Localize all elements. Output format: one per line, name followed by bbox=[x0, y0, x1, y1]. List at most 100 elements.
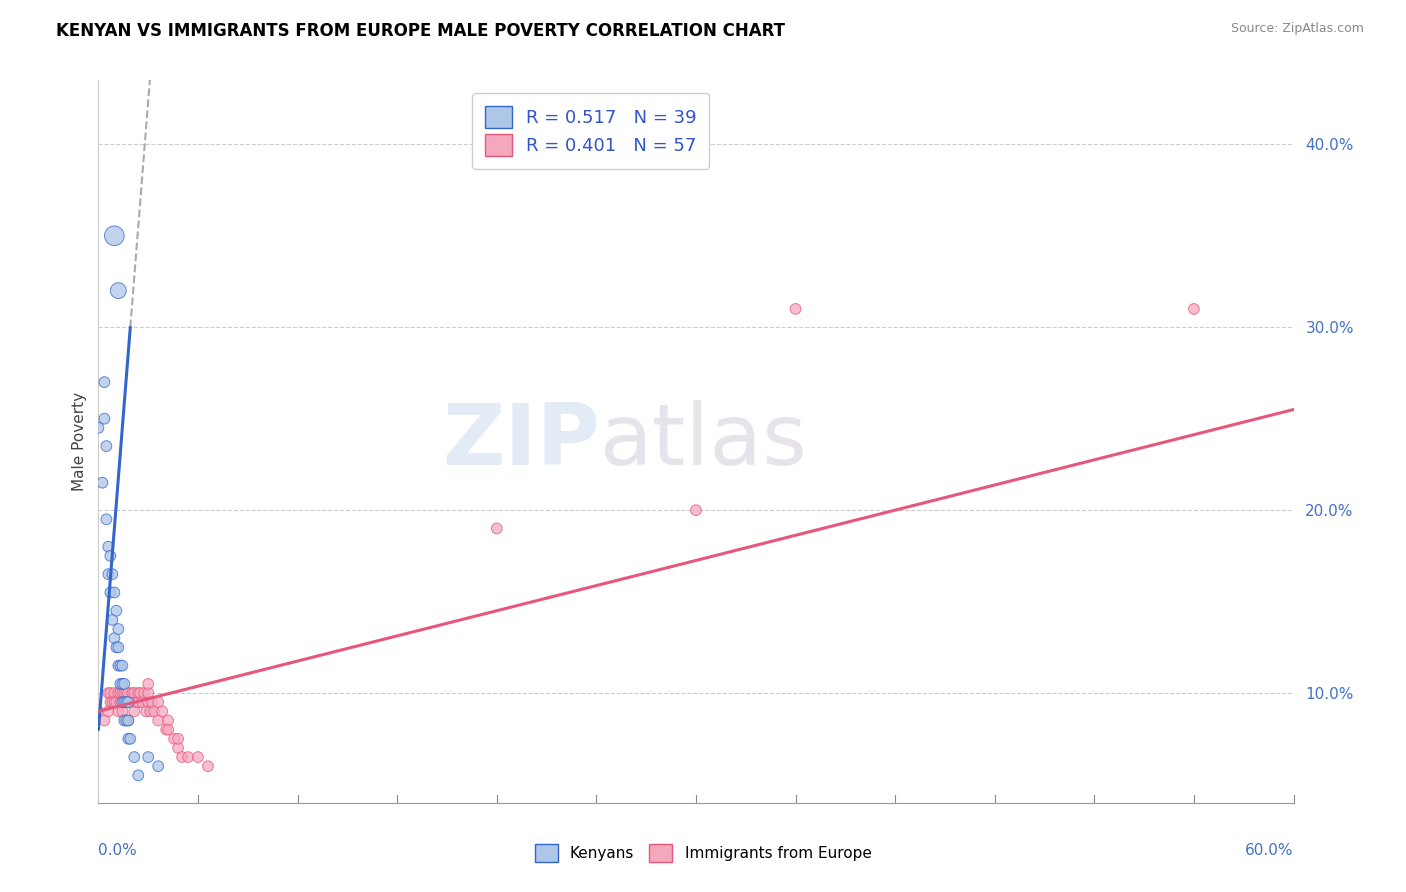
Point bbox=[103, 585, 125, 599]
Point bbox=[129, 686, 152, 700]
Point bbox=[110, 677, 132, 691]
Point bbox=[127, 768, 149, 782]
Point bbox=[101, 567, 124, 582]
Point bbox=[167, 740, 190, 755]
Point bbox=[111, 677, 134, 691]
Point bbox=[127, 686, 149, 700]
Point bbox=[125, 695, 148, 709]
Point bbox=[105, 640, 128, 655]
Point bbox=[97, 540, 120, 554]
Point bbox=[157, 714, 180, 728]
Point bbox=[112, 695, 135, 709]
Point bbox=[111, 704, 134, 718]
Point bbox=[111, 658, 134, 673]
Point bbox=[105, 604, 128, 618]
Legend: Kenyans, Immigrants from Europe: Kenyans, Immigrants from Europe bbox=[529, 838, 877, 868]
Point bbox=[131, 695, 153, 709]
Point bbox=[685, 503, 707, 517]
Point bbox=[107, 686, 129, 700]
Point bbox=[110, 695, 132, 709]
Point bbox=[101, 695, 124, 709]
Point bbox=[124, 704, 146, 718]
Point bbox=[155, 723, 177, 737]
Point bbox=[141, 695, 163, 709]
Text: ZIP: ZIP bbox=[443, 400, 600, 483]
Point bbox=[97, 686, 120, 700]
Point bbox=[1182, 301, 1205, 316]
Point bbox=[112, 695, 135, 709]
Point bbox=[91, 475, 114, 490]
Point bbox=[96, 512, 118, 526]
Point bbox=[135, 704, 157, 718]
Point bbox=[87, 704, 110, 718]
Point bbox=[107, 622, 129, 636]
Text: 0.0%: 0.0% bbox=[98, 843, 138, 857]
Point bbox=[485, 521, 508, 535]
Point bbox=[98, 686, 122, 700]
Point bbox=[107, 658, 129, 673]
Point bbox=[124, 686, 146, 700]
Point bbox=[148, 714, 170, 728]
Text: Source: ZipAtlas.com: Source: ZipAtlas.com bbox=[1230, 22, 1364, 36]
Point bbox=[172, 750, 194, 764]
Point bbox=[98, 585, 122, 599]
Point bbox=[97, 567, 120, 582]
Point bbox=[87, 421, 110, 435]
Point bbox=[110, 658, 132, 673]
Point bbox=[103, 686, 125, 700]
Point bbox=[93, 375, 115, 389]
Point bbox=[93, 714, 115, 728]
Point bbox=[97, 704, 120, 718]
Point bbox=[110, 686, 132, 700]
Point bbox=[98, 695, 122, 709]
Point bbox=[197, 759, 219, 773]
Point bbox=[124, 750, 146, 764]
Point bbox=[127, 695, 149, 709]
Text: atlas: atlas bbox=[600, 400, 808, 483]
Point bbox=[103, 631, 125, 645]
Point bbox=[136, 750, 159, 764]
Point bbox=[101, 613, 124, 627]
Point bbox=[117, 686, 139, 700]
Point bbox=[112, 714, 135, 728]
Point bbox=[111, 695, 134, 709]
Text: KENYAN VS IMMIGRANTS FROM EUROPE MALE POVERTY CORRELATION CHART: KENYAN VS IMMIGRANTS FROM EUROPE MALE PO… bbox=[56, 22, 785, 40]
Point bbox=[139, 704, 162, 718]
Point bbox=[107, 704, 129, 718]
Point bbox=[117, 714, 139, 728]
Point bbox=[136, 677, 159, 691]
Point bbox=[120, 731, 142, 746]
Text: 60.0%: 60.0% bbox=[1246, 843, 1294, 857]
Point bbox=[93, 411, 115, 425]
Point bbox=[103, 228, 125, 243]
Point bbox=[115, 714, 138, 728]
Point bbox=[105, 695, 128, 709]
Point bbox=[98, 549, 122, 563]
Point bbox=[785, 301, 807, 316]
Point bbox=[163, 731, 186, 746]
Point bbox=[148, 759, 170, 773]
Point bbox=[187, 750, 209, 764]
Point bbox=[136, 695, 159, 709]
Point bbox=[96, 439, 118, 453]
Point bbox=[117, 695, 139, 709]
Point bbox=[117, 714, 139, 728]
Point bbox=[157, 723, 180, 737]
Y-axis label: Male Poverty: Male Poverty bbox=[72, 392, 87, 491]
Point bbox=[177, 750, 200, 764]
Point bbox=[107, 284, 129, 298]
Point bbox=[115, 686, 138, 700]
Point bbox=[103, 695, 125, 709]
Point bbox=[115, 695, 138, 709]
Point bbox=[117, 695, 139, 709]
Legend: R = 0.517   N = 39, R = 0.401   N = 57: R = 0.517 N = 39, R = 0.401 N = 57 bbox=[472, 93, 710, 169]
Point bbox=[134, 686, 156, 700]
Point bbox=[148, 695, 170, 709]
Point bbox=[121, 686, 143, 700]
Point bbox=[115, 695, 138, 709]
Point bbox=[150, 704, 173, 718]
Point bbox=[117, 731, 139, 746]
Point bbox=[136, 686, 159, 700]
Point bbox=[111, 686, 134, 700]
Point bbox=[107, 640, 129, 655]
